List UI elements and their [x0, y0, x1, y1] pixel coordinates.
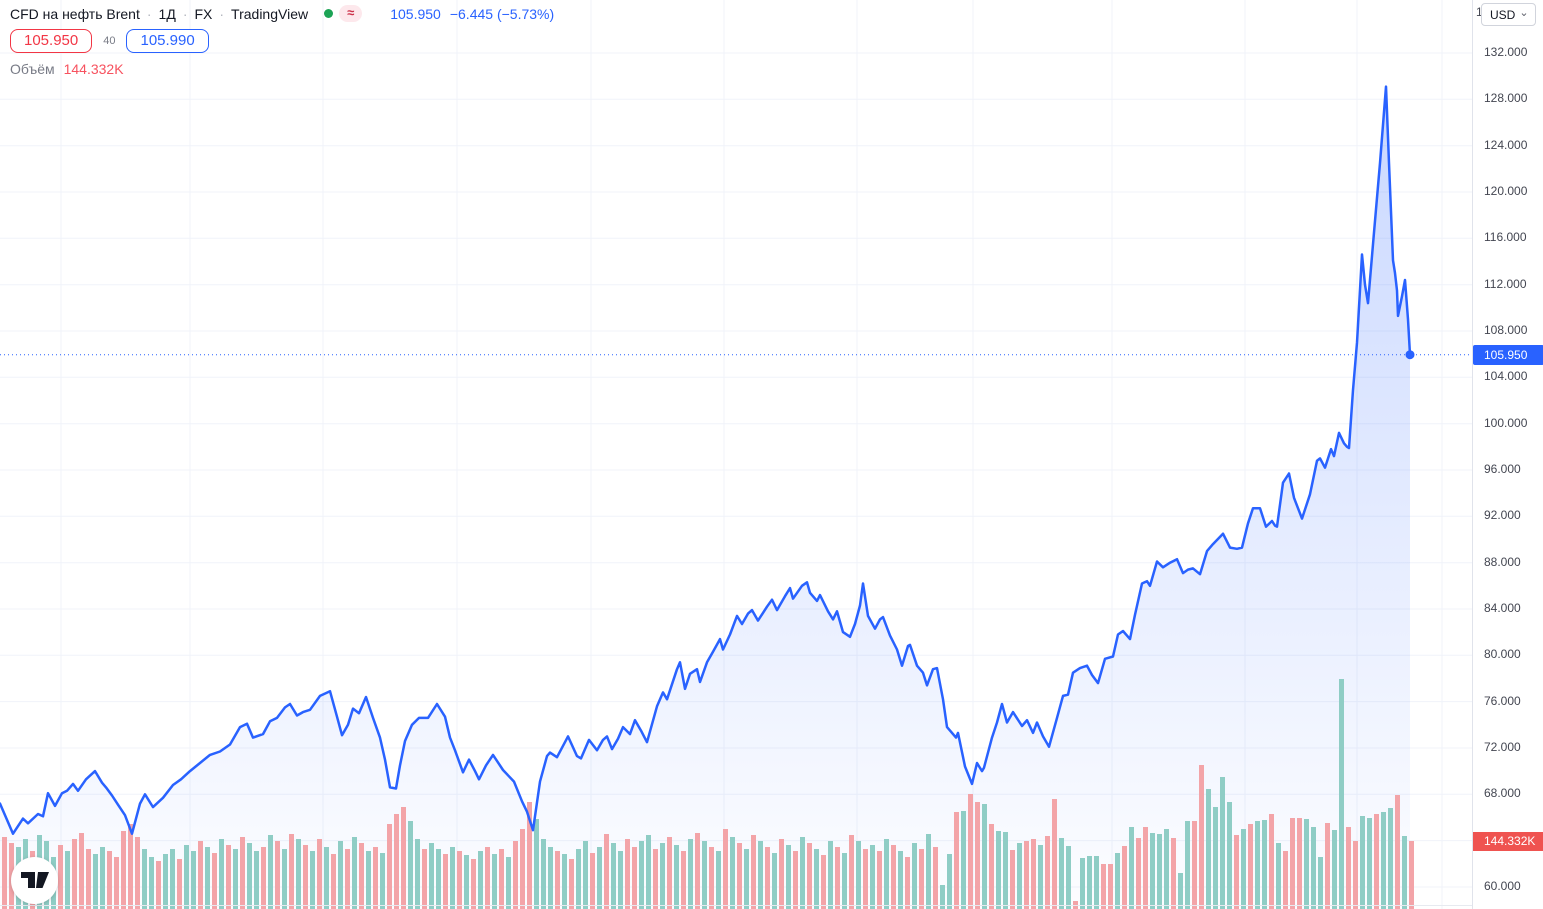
separator-dot: ·	[219, 5, 225, 22]
last-price-dot	[1405, 350, 1415, 360]
axis-tick: 80.000	[1484, 647, 1521, 662]
axis-tick: 116.000	[1484, 230, 1527, 245]
axis-tick: 120.000	[1484, 183, 1528, 198]
axis-tick: 76.000	[1484, 693, 1521, 708]
time-axis-separator	[0, 905, 1543, 906]
brand-link[interactable]: TradingView	[231, 5, 309, 22]
quote: 105.950 −6.445 (−5.73%)	[390, 6, 554, 22]
price-line	[0, 85, 1412, 835]
axis-tick: 100.000	[1484, 415, 1528, 430]
symbol-title[interactable]: CFD на нефть Brent	[10, 5, 140, 22]
price-chart[interactable]	[0, 0, 1472, 909]
axis-tick: 108.000	[1484, 322, 1528, 337]
tradingview-logo[interactable]	[11, 857, 58, 904]
axis-tick: 96.000	[1484, 461, 1521, 476]
clipped-axis-tick: 1	[1476, 5, 1483, 19]
axis-tick: 112.000	[1484, 276, 1527, 291]
sell-bid-button[interactable]: 105.950	[10, 29, 93, 53]
market-open-dot-icon	[324, 9, 334, 18]
axis-tick: 92.000	[1484, 508, 1521, 523]
currency-selector-button[interactable]: USD ⌄	[1481, 3, 1536, 26]
exchange-label: FX	[194, 5, 213, 22]
axis-tick: 84.000	[1484, 600, 1521, 615]
volume-axis-badge: 144.332K	[1473, 832, 1543, 851]
currency-label: USD	[1490, 7, 1516, 22]
quote-change: −6.445 (−5.73%)	[449, 5, 555, 22]
separator-dot: ·	[182, 5, 188, 22]
legend-title-row: CFD на нефть Brent · 1Д · FX · TradingVi…	[10, 5, 554, 22]
volume-row: Объём 144.332K	[10, 61, 554, 77]
interval-label: 1Д	[158, 5, 176, 22]
axis-tick: 124.000	[1484, 137, 1528, 152]
axis-tick: 72.000	[1484, 739, 1521, 754]
volume-value: 144.332K	[63, 61, 124, 77]
volume-label: Объём	[10, 61, 55, 77]
chart-legend: CFD на нефть Brent · 1Д · FX · TradingVi…	[10, 5, 554, 77]
axis-tick: 60.000	[1484, 878, 1521, 893]
area-fill	[0, 86, 1410, 909]
quote-last-price: 105.950	[390, 5, 441, 22]
current-price-badge: 105.950	[1473, 344, 1543, 365]
chevron-down-icon: ⌄	[1519, 7, 1529, 19]
axis-tick: 68.000	[1484, 786, 1521, 801]
bid-ask-row: 105.950 40 105.990	[10, 29, 554, 53]
price-axis[interactable]: 1 USD ⌄ 132.000 128.000 124.000 120.000 116.…	[1472, 0, 1543, 909]
separator-dot: ·	[146, 5, 152, 22]
tradingview-logo-icon	[20, 872, 49, 888]
buy-ask-button[interactable]: 105.990	[126, 29, 209, 53]
axis-tick: 104.000	[1484, 369, 1528, 384]
volume-bars	[2, 679, 1414, 909]
spread-value: 40	[103, 35, 116, 47]
axis-tick: 128.000	[1484, 91, 1528, 106]
approx-data-badge-icon: ≈	[339, 5, 363, 22]
axis-tick: 132.000	[1484, 45, 1528, 59]
axis-tick: 88.000	[1484, 554, 1521, 569]
